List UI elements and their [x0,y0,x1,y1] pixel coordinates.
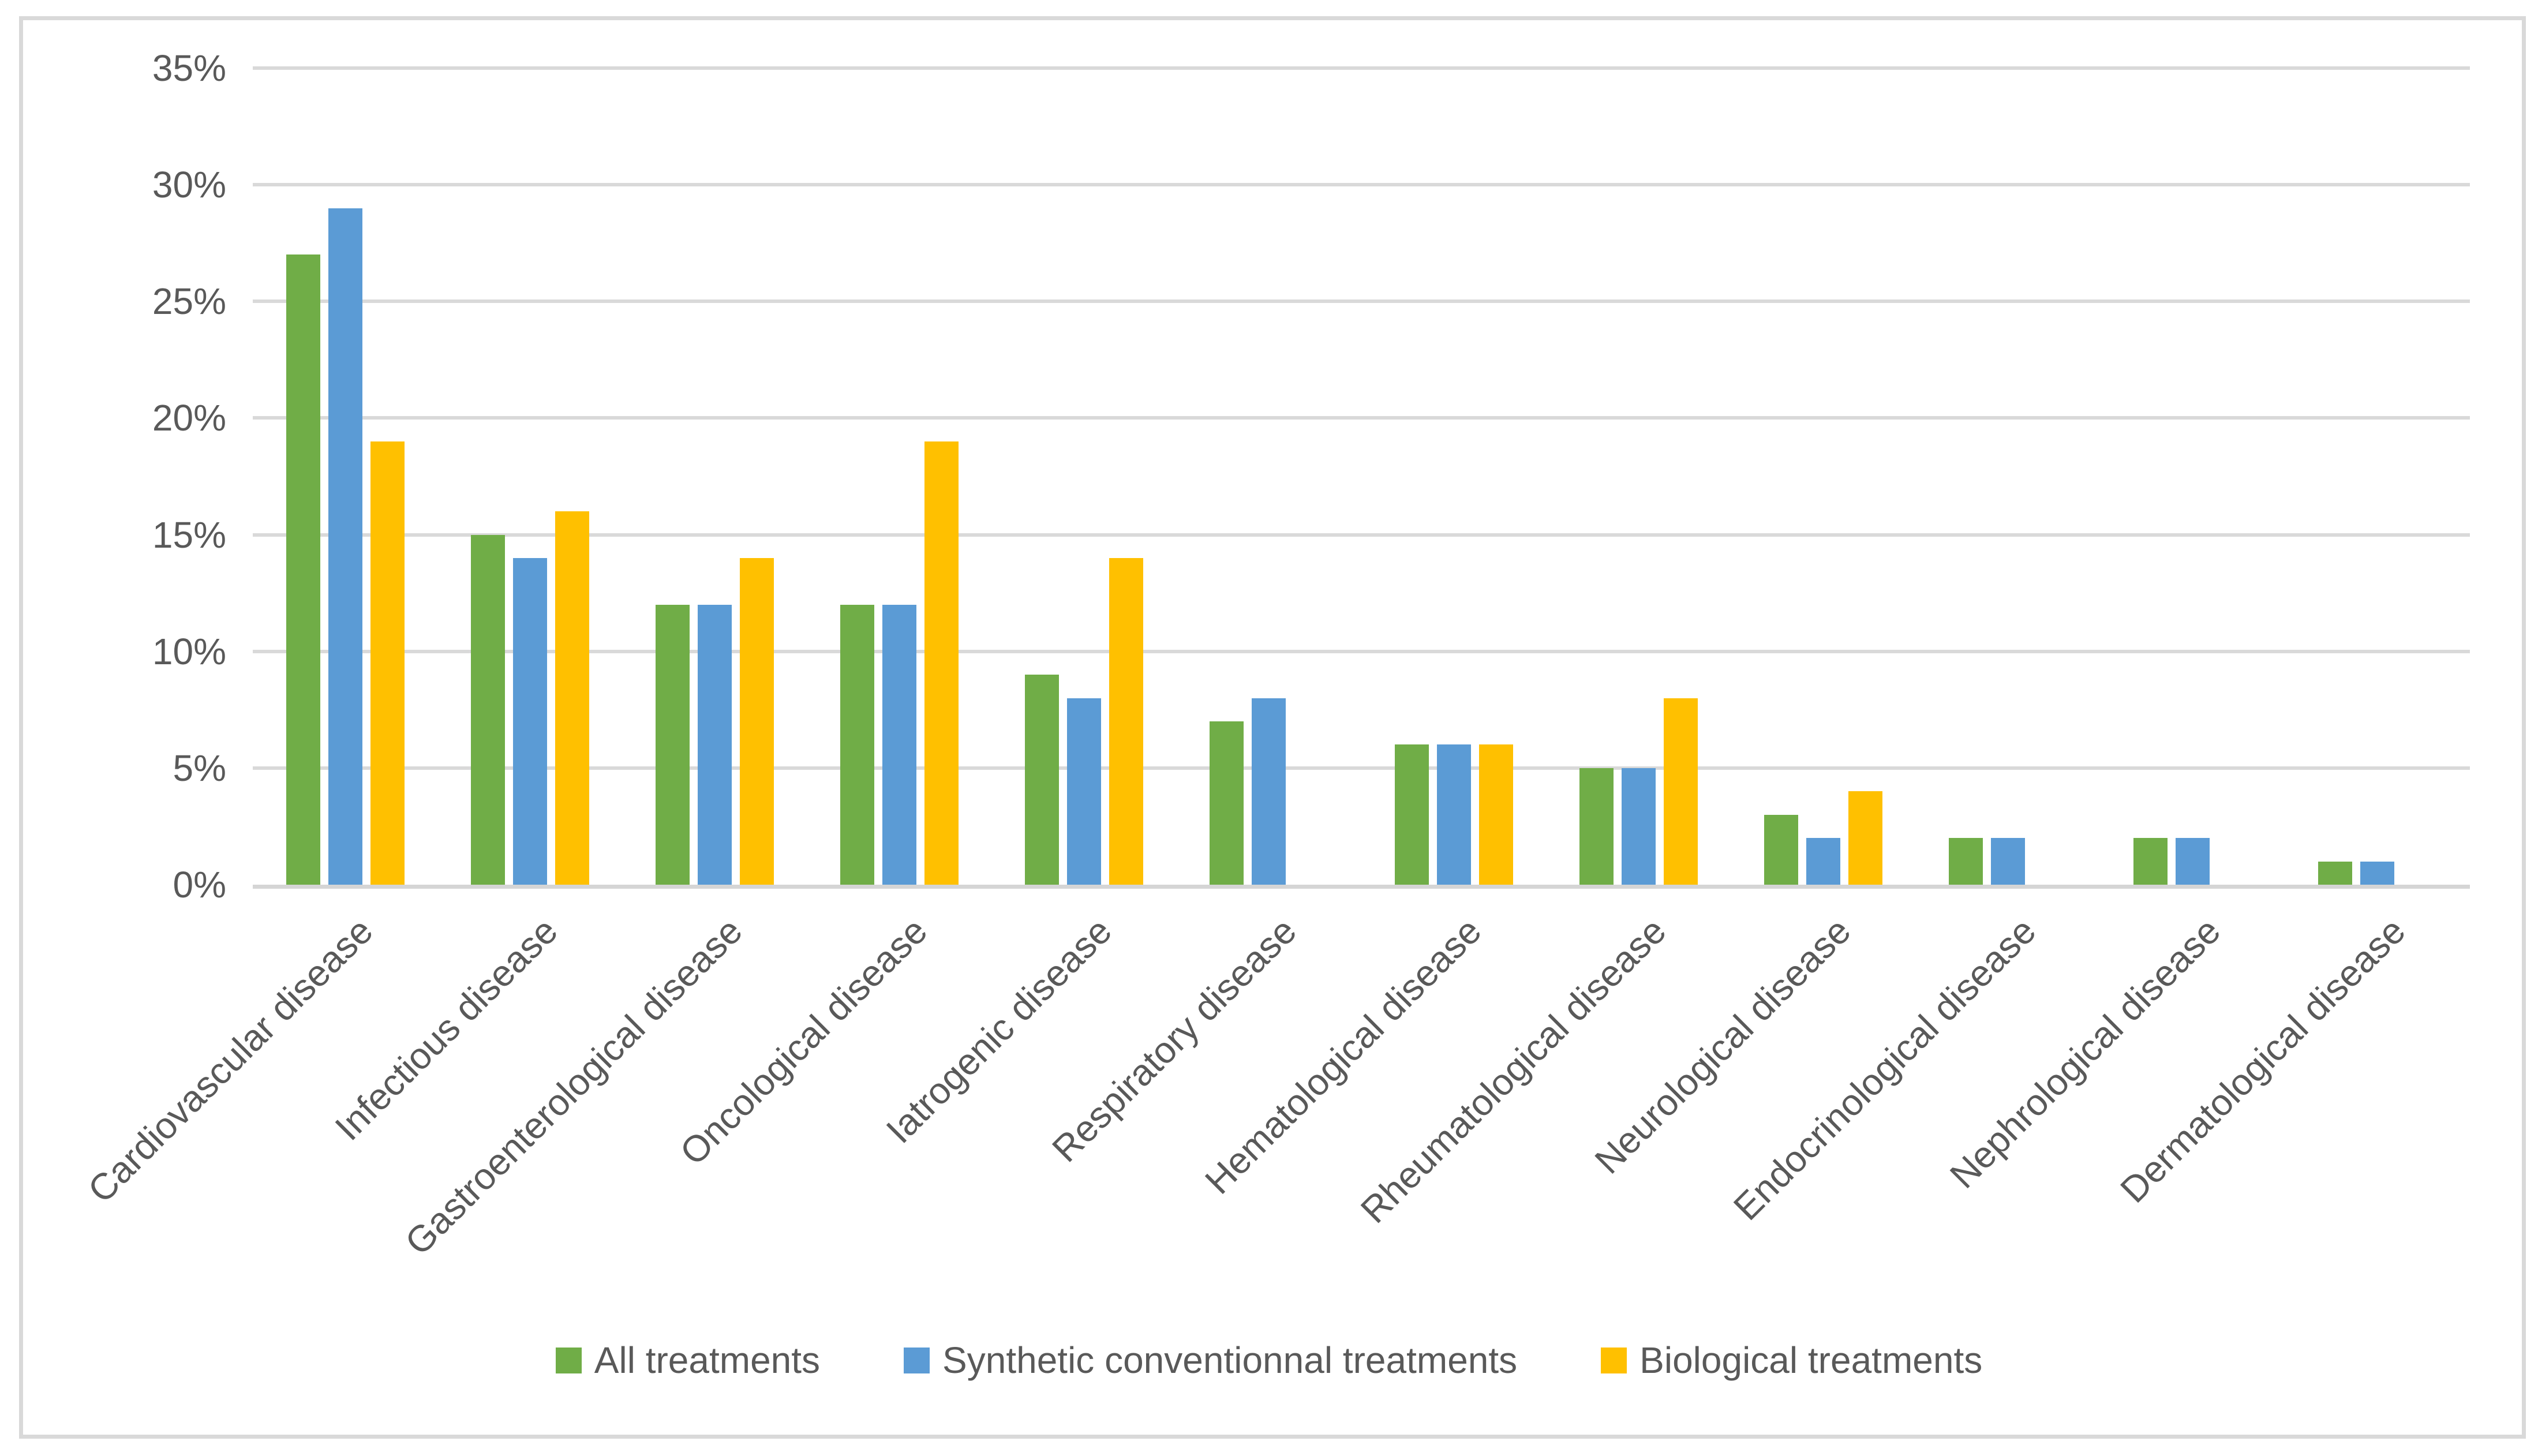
bar-synthetic-conventionnal-treatments-dermatological-disease [2360,861,2395,885]
x-axis-label-rheumatological-disease: Rheumatological disease [1353,909,1674,1232]
bar-biological-treatments-cardiovascular-disease [370,441,405,885]
bar-synthetic-conventionnal-treatments-rheumatological-disease [1621,768,1656,885]
y-gridline-5% [253,766,2470,770]
y-tick-label-35%: 35% [152,47,226,89]
bar-synthetic-conventionnal-treatments-endocrinological-disease [1991,838,2026,885]
bar-synthetic-conventionnal-treatments-iatrogenic-disease [1067,698,1102,885]
legend-item-synthetic-conventionnal-treatments: Synthetic conventionnal treatments [904,1340,1517,1380]
y-gridline-30% [253,183,2470,187]
legend-item-biological-treatments: Biological treatments [1601,1340,1982,1380]
x-axis-label-endocrinological-disease: Endocrinological disease [1725,909,2044,1229]
y-gridline-10% [253,649,2470,653]
bar-biological-treatments-gastroenterological-disease [739,557,774,885]
bar-synthetic-conventionnal-treatments-gastroenterological-disease [697,604,732,885]
y-gridline-35% [253,66,2470,70]
legend-label: All treatments [594,1339,821,1381]
bar-biological-treatments-oncological-disease [924,441,959,885]
legend-label: Synthetic conventionnal treatments [942,1339,1518,1381]
bar-biological-treatments-infectious-disease [555,511,589,885]
y-tick-label-20%: 20% [152,397,226,439]
bar-all-treatments-respiratory-disease [1210,721,1244,885]
bar-all-treatments-hematological-disease [1394,744,1429,885]
y-tick-label-15%: 15% [152,514,226,556]
bar-all-treatments-oncological-disease [840,604,875,885]
bar-all-treatments-neurological-disease [1764,814,1798,885]
bar-all-treatments-rheumatological-disease [1579,768,1614,885]
bar-all-treatments-iatrogenic-disease [1025,675,1060,885]
bar-all-treatments-endocrinological-disease [1949,838,1983,885]
legend-swatch-icon [555,1347,582,1373]
bar-synthetic-conventionnal-treatments-cardiovascular-disease [328,208,362,885]
y-tick-label-0%: 0% [173,864,227,905]
y-tick-label-5%: 5% [173,747,227,789]
bar-all-treatments-nephrological-disease [2133,838,2168,885]
legend-label: Biological treatments [1639,1339,1983,1381]
x-axis-label-cardiovascular-disease: Cardiovascular disease [80,909,381,1211]
y-tick-label-25%: 25% [152,280,226,323]
bar-all-treatments-dermatological-disease [2318,861,2353,885]
bar-all-treatments-gastroenterological-disease [655,604,690,885]
legend-swatch-icon [1601,1347,1627,1373]
bar-biological-treatments-rheumatological-disease [1663,698,1698,885]
legend-swatch-icon [904,1347,930,1373]
bar-all-treatments-cardiovascular-disease [286,254,320,885]
y-gridline-20% [253,416,2470,420]
x-axis-label-gastroenterological-disease: Gastroenterological disease [397,909,750,1263]
bar-synthetic-conventionnal-treatments-infectious-disease [512,557,547,885]
bar-biological-treatments-neurological-disease [1848,791,1882,885]
bar-synthetic-conventionnal-treatments-oncological-disease [882,604,917,885]
y-tick-label-10%: 10% [152,630,226,672]
y-gridline-15% [253,533,2470,537]
bar-synthetic-conventionnal-treatments-nephrological-disease [2176,838,2210,885]
bar-all-treatments-infectious-disease [470,534,505,885]
bar-biological-treatments-iatrogenic-disease [1109,557,1144,885]
bar-synthetic-conventionnal-treatments-hematological-disease [1436,744,1471,885]
bar-biological-treatments-hematological-disease [1478,744,1513,885]
y-tick-label-30%: 30% [152,164,226,206]
bar-synthetic-conventionnal-treatments-neurological-disease [1806,838,1840,885]
legend-item-all-treatments: All treatments [555,1339,821,1381]
bar-synthetic-conventionnal-treatments-respiratory-disease [1252,698,1286,885]
x-axis-line [253,885,2470,889]
chart-legend: All treatments Synthetic conventionnal tr… [0,1340,2538,1380]
y-gridline-25% [253,300,2470,304]
